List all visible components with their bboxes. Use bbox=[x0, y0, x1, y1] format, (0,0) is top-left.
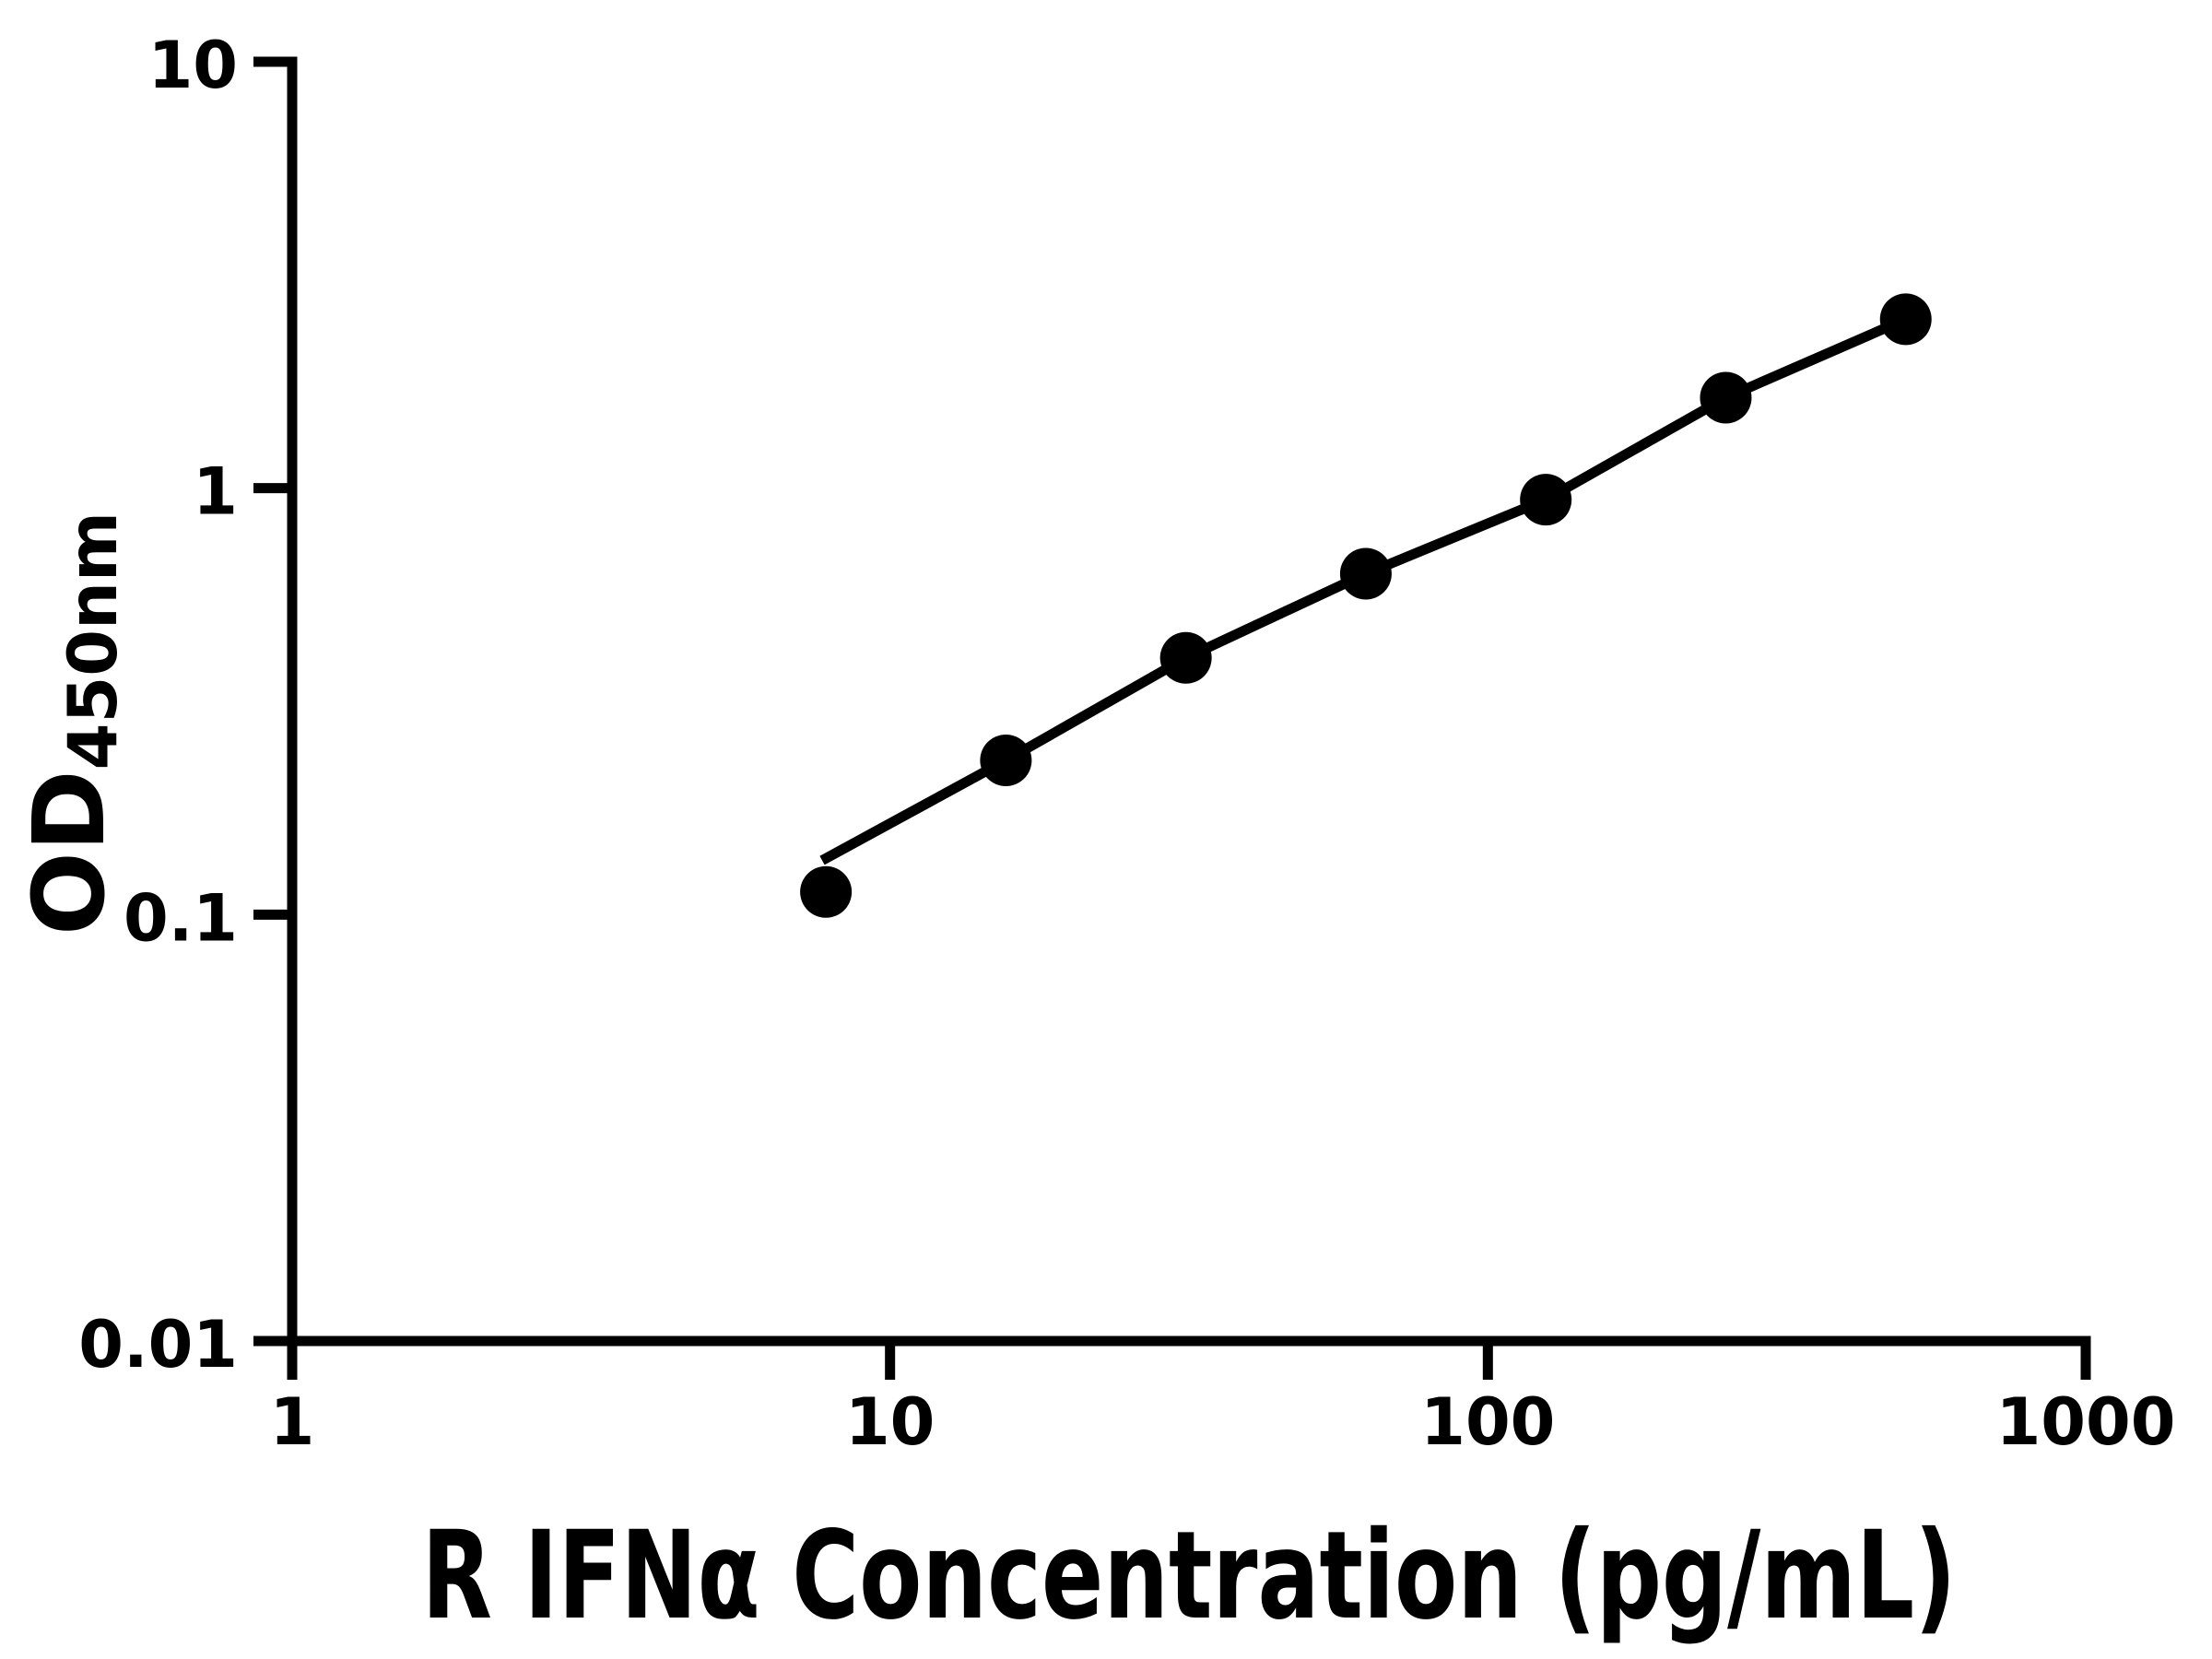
data-point-3 bbox=[1159, 631, 1212, 684]
y-tick-label-0.01: 0.01 bbox=[78, 1307, 238, 1382]
axes-layer: 10 1 0.1 0.01 1 10 100 1000 bbox=[78, 28, 2175, 1460]
y-tick-label-10: 10 bbox=[148, 28, 238, 103]
x-tick-label-100: 100 bbox=[1420, 1384, 1555, 1460]
data-point-1 bbox=[800, 865, 853, 918]
data-point-7 bbox=[1879, 293, 1932, 346]
y-axis-title-main: OD bbox=[13, 770, 127, 935]
data-point-6 bbox=[1700, 371, 1752, 424]
y-tick-label-0.1: 0.1 bbox=[124, 880, 238, 956]
x-axis-title: R IFNα Concentration (pg/mL) bbox=[422, 1505, 1957, 1647]
data-point-2 bbox=[980, 734, 1032, 786]
data-series-layer bbox=[800, 293, 1932, 918]
x-tick-label-1: 1 bbox=[270, 1384, 315, 1460]
x-tick-label-1000: 1000 bbox=[1996, 1384, 2176, 1460]
y-tick-label-1: 1 bbox=[193, 454, 238, 530]
data-point-5 bbox=[1520, 474, 1572, 526]
y-axis-title: OD450nm bbox=[13, 512, 133, 935]
data-point-4 bbox=[1339, 547, 1392, 600]
y-axis-title-subscript: 450nm bbox=[54, 512, 133, 770]
x-tick-label-10: 10 bbox=[845, 1384, 935, 1460]
